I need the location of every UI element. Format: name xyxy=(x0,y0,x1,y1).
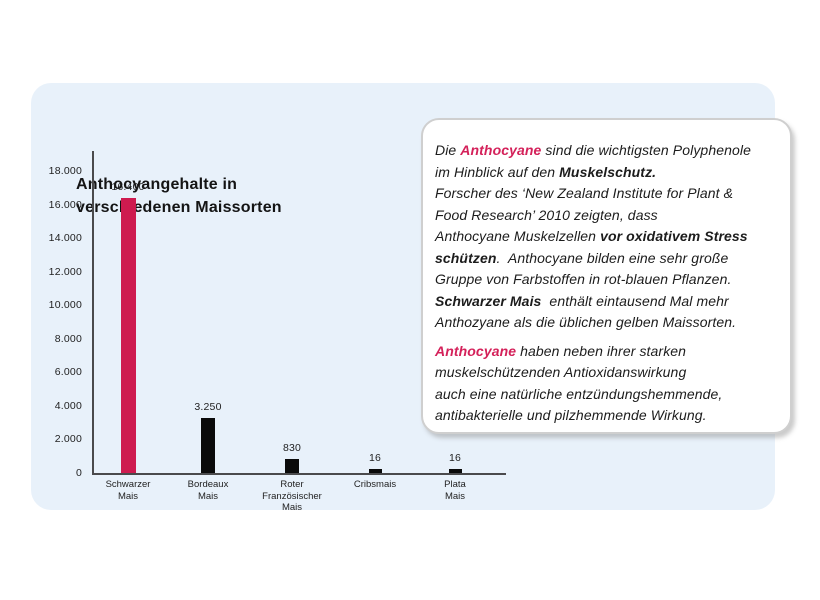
accent-text: Anthocyane xyxy=(435,342,517,359)
x-axis-category-label: Plata Mais xyxy=(444,479,466,502)
bar-cribsmais xyxy=(368,469,382,473)
info-paragraph: Die Anthocyane sind die wichtigsten Poly… xyxy=(435,140,778,334)
info-text-run: Anthocyane Muskelzellen xyxy=(435,228,601,244)
y-axis-tick-label: 18.000 xyxy=(48,165,82,177)
info-text-run: muskelschützenden Antioxidanswirkung xyxy=(435,364,687,380)
y-axis-tick-label: 12.000 xyxy=(48,265,82,278)
info-box: Die Anthocyane sind die wichtigsten Poly… xyxy=(421,118,792,434)
info-text: Die Anthocyane sind die wichtigsten Poly… xyxy=(435,140,778,427)
x-axis-line xyxy=(92,473,506,475)
bar-value-label: 16.400 xyxy=(111,181,145,193)
bar-plata-mais xyxy=(448,469,462,473)
info-text-run: schützen xyxy=(435,249,497,266)
info-text-run: Food Research’ 2010 zeigten, dass xyxy=(435,206,658,223)
y-axis-tick-label: 16.000 xyxy=(48,198,82,211)
bar-value-label: 830 xyxy=(282,442,302,454)
info-text-run: Gruppe von Farbstoffen in rot-blauen Pfl… xyxy=(435,271,732,287)
info-text-run: Muskelschutz. xyxy=(559,163,657,180)
info-text-run: enthält eintausend Mal mehr xyxy=(541,292,729,309)
accent-text: Anthocyane xyxy=(460,142,542,158)
x-axis-category-label: Roter Französischer Mais xyxy=(262,479,322,513)
y-axis-tick-label: 14.000 xyxy=(48,232,82,245)
bar-schwarzer-mais xyxy=(120,198,136,473)
bar-value-label: 16 xyxy=(368,452,382,464)
x-axis-category-label: Schwarzer Mais xyxy=(105,479,151,502)
y-axis-tick-label: 4.000 xyxy=(54,399,82,412)
info-text-run: . Anthocyane bilden eine sehr große xyxy=(496,249,729,266)
info-text-run: auch eine natürliche entzündungshemmende… xyxy=(435,385,723,402)
info-text-run: haben neben ihrer starken xyxy=(516,342,687,359)
info-text-run: vor oxidativem Stress xyxy=(600,228,748,244)
bar-roter-franz-sischer-mais xyxy=(285,459,299,473)
info-text-run: Anthozyane als die üblichen gelben Maiss… xyxy=(435,314,737,330)
y-axis-tick-label: 10.000 xyxy=(48,299,82,312)
bar-value-label: 16 xyxy=(448,452,462,464)
y-axis-tick-label: 6.000 xyxy=(54,366,82,379)
info-text-run: Die xyxy=(435,142,461,158)
chart-title-line-1: Anthocyangehalte in xyxy=(76,176,238,193)
x-axis-category-label: Cribsmais xyxy=(353,479,397,490)
info-text-run: im Hinblick auf den xyxy=(435,163,560,180)
info-text-run: Forscher des ‘New Zealand Institute for … xyxy=(435,185,734,201)
bar-bordeaux-mais xyxy=(201,418,215,473)
y-axis-line xyxy=(92,151,94,475)
info-paragraph: Anthocyane haben neben ihrer starken musk… xyxy=(435,341,778,427)
bar-value-label: 3.250 xyxy=(194,401,222,413)
info-text-run: antibakterielle und pilzhemmende Wirkung… xyxy=(435,407,707,423)
y-axis-tick-label: 2.000 xyxy=(54,433,82,446)
info-text-run: Schwarzer Mais xyxy=(435,292,542,309)
info-text-run: sind die wichtigsten Polyphenole xyxy=(541,142,751,158)
x-axis-category-label: Bordeaux Mais xyxy=(187,479,229,502)
y-axis-tick-label: 0 xyxy=(75,467,82,479)
y-axis-tick-label: 8.000 xyxy=(54,332,82,345)
